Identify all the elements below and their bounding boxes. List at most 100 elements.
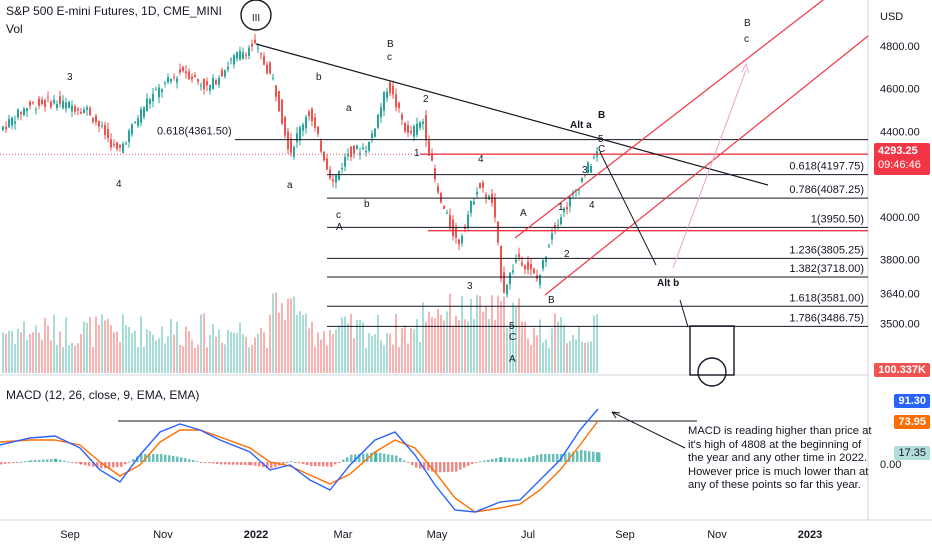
candle-body (293, 147, 295, 157)
candle-body (113, 144, 115, 146)
candle-body (239, 50, 241, 60)
candle-body (182, 67, 184, 72)
macd-histogram-bar (208, 462, 211, 463)
volume-bar (215, 336, 217, 373)
macd-histogram-bar (512, 458, 515, 462)
macd-histogram-bar (536, 454, 539, 462)
macd-histogram-bar (20, 461, 23, 463)
volume-bar (101, 314, 103, 373)
volume-bar (422, 302, 424, 373)
volume-bar (518, 298, 520, 373)
time-axis-tick: 2022 (244, 529, 268, 541)
macd-histogram-bar (366, 453, 369, 462)
macd-histogram-bar (12, 462, 15, 463)
candle-body (419, 122, 421, 128)
macd-histogram-bar (544, 454, 547, 462)
wave-label-small: b (364, 199, 370, 210)
candle-body (587, 162, 589, 173)
volume-bar (128, 327, 130, 373)
volume-bar (497, 295, 499, 373)
candle-body (263, 56, 265, 65)
wave-label-small: 4 (116, 179, 122, 190)
macd-histogram-bar (528, 456, 531, 462)
volume-bar (29, 333, 31, 373)
volume-bar (209, 335, 211, 373)
macd-histogram-bar (50, 459, 53, 462)
candle-body (233, 55, 235, 65)
candle-body (80, 111, 82, 114)
volume-bar (320, 339, 322, 373)
fibonacci-levels: 0.618(4361.50) 0.618(4197.75) 0.786(4087.2… (0, 126, 868, 327)
macd-histogram-bar (342, 459, 345, 462)
candle-body (134, 121, 136, 123)
candle-body (548, 245, 550, 247)
wave-label-small: 4 (478, 154, 484, 165)
candle-body (380, 107, 382, 118)
volume-bar (182, 346, 184, 373)
volume-bar (143, 346, 145, 373)
volume-bar (275, 292, 277, 373)
candle-body (431, 153, 433, 161)
volume-bar (74, 345, 76, 373)
price-axis-tick: 3500.00 (880, 319, 920, 331)
volume-bar (89, 317, 91, 373)
macd-histogram-bar (350, 454, 353, 462)
macd-histogram-bar (330, 462, 333, 467)
macd-histogram-bar (556, 454, 559, 462)
macd-histogram-bar (516, 458, 519, 462)
volume-bar (77, 343, 79, 373)
volume-bar (59, 331, 61, 373)
volume-bar (434, 318, 436, 373)
macd-histogram-bar (467, 462, 470, 466)
candle-body (329, 169, 331, 179)
wave-label-big-b: B (598, 110, 605, 121)
candle-body (362, 147, 364, 150)
volume-bar (62, 347, 64, 373)
volume-bar (206, 347, 208, 373)
candle-body (197, 78, 199, 82)
candle-body (194, 75, 196, 77)
wave-label-small: 5 (509, 321, 515, 332)
macd-histogram-bar (540, 454, 543, 462)
macd-histogram-bar (326, 462, 329, 467)
volume-bar (80, 333, 82, 373)
candle-body (557, 224, 559, 226)
volume-bar (122, 314, 124, 373)
annotation-arrow (611, 411, 686, 449)
macd-histogram-bar (196, 461, 199, 463)
volume-bar (572, 335, 574, 373)
candle-body (479, 182, 481, 189)
volume-bar (176, 321, 178, 373)
volume-bar (140, 316, 142, 373)
volume-bar (368, 332, 370, 373)
macd-histogram-bar (16, 462, 19, 463)
volume-bar (248, 347, 250, 373)
volume-bar (473, 318, 475, 373)
wave-label-small: c (387, 52, 392, 63)
price-axis-tick: 4600.00 (880, 84, 920, 96)
wave-label-small: 2 (564, 249, 570, 260)
macd-histogram-bar (240, 462, 243, 465)
volume-bar (239, 322, 241, 373)
volume-bar (146, 329, 148, 373)
macd-line (0, 408, 599, 513)
volume-bar (530, 344, 532, 373)
candle-body (383, 91, 385, 111)
candle-body (335, 175, 337, 183)
macd-histogram-bar (84, 462, 87, 466)
chart-title: S&P 500 E-mini Futures, 1D, CME_MINI (6, 4, 222, 18)
volume-bar (362, 322, 364, 373)
volume-bar (485, 306, 487, 373)
candle-body (545, 256, 547, 262)
volume-bar (479, 295, 481, 373)
candle-body (95, 115, 97, 123)
volume-bar (224, 344, 226, 373)
volume-bar (284, 319, 286, 373)
candle-body (515, 259, 517, 263)
fib-label: 1.382(3718.00) (789, 263, 864, 275)
macd-histogram-bar (192, 460, 195, 462)
macd-histogram-bar (108, 462, 111, 468)
candle-body (215, 80, 217, 85)
candle-body (542, 259, 544, 269)
